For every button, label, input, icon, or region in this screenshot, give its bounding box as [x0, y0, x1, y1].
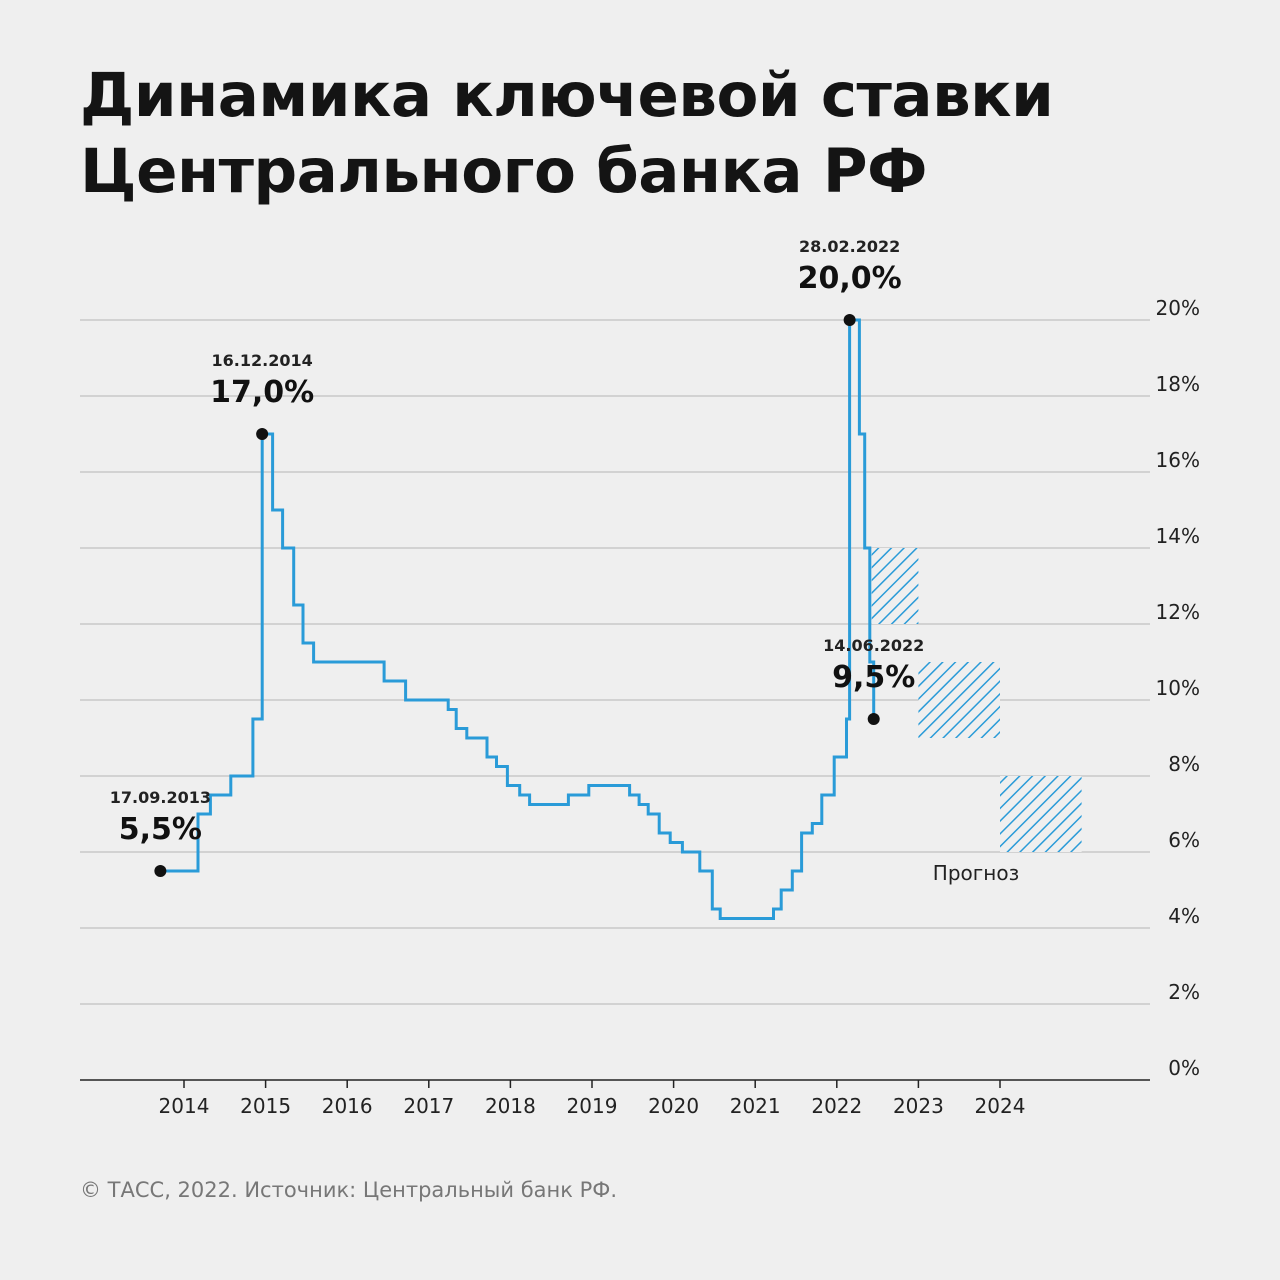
y-tick-label: 0% [1168, 1056, 1200, 1080]
chart-title-line-1: Динамика ключевой ставки [80, 60, 1054, 131]
x-tick-label: 2015 [240, 1094, 291, 1118]
chart-title-line-2: Центрального банка РФ [80, 136, 928, 207]
x-tick-label: 2021 [730, 1094, 781, 1118]
annotation-dot [843, 314, 856, 326]
x-tick-label: 2016 [322, 1094, 373, 1118]
annotation-dot [154, 865, 167, 877]
gridlines [80, 319, 1150, 1081]
forecast-range-2024 [1000, 776, 1082, 852]
x-tick-label: 2018 [485, 1094, 536, 1118]
x-tick-label: 2022 [811, 1094, 862, 1118]
forecast-range-2023 [918, 662, 1000, 738]
y-tick-label: 10% [1156, 676, 1200, 700]
x-axis-ticks: 2014 2015 2016 2017 2018 2019 2020 2021 2022 2023… [159, 1080, 1026, 1118]
y-tick-label: 6% [1168, 828, 1200, 852]
y-tick-label: 16% [1156, 448, 1200, 472]
y-tick-label: 18% [1156, 372, 1200, 396]
y-tick-label: 8% [1168, 752, 1200, 776]
x-tick-label: 2019 [567, 1094, 618, 1118]
annotation-value: 17,0% [210, 375, 314, 410]
y-tick-label: 20% [1156, 296, 1200, 320]
forecast-range-2022 [871, 548, 919, 624]
annotation-date: 16.12.2014 [212, 351, 313, 370]
y-tick-label: 12% [1156, 600, 1200, 624]
annotation-value: 20,0% [798, 261, 902, 296]
annotation-dot [867, 713, 880, 725]
y-axis-ticks: 0% 2% 4% 6% 8% 10% 12% 14% 16% 18% 20% [1156, 296, 1200, 1080]
forecast-ranges [871, 548, 1082, 852]
rate-series [160, 318, 876, 920]
annotation-date: 14.06.2022 [823, 636, 924, 655]
x-tick-label: 2023 [893, 1094, 944, 1118]
chart-title: Динамика ключевой ставки Центрального ба… [80, 58, 1054, 210]
y-tick-label: 14% [1156, 524, 1200, 548]
forecast-label: Прогноз [933, 861, 1019, 885]
annotation-value: 9,5% [832, 660, 915, 695]
y-tick-label: 2% [1168, 980, 1200, 1004]
x-tick-label: 2020 [648, 1094, 699, 1118]
source-footer: © ТАСС, 2022. Источник: Центральный банк… [80, 1178, 618, 1202]
annotation-dot [256, 428, 269, 440]
x-tick-label: 2014 [159, 1094, 210, 1118]
annotations: 17.09.2013 5,5% 16.12.2014 17,0% 28.02.2022 2… [110, 237, 924, 877]
annotation-date: 17.09.2013 [110, 788, 211, 807]
y-tick-label: 4% [1168, 904, 1200, 928]
annotation-value: 5,5% [119, 812, 202, 847]
key-rate-line [160, 318, 876, 920]
x-tick-label: 2017 [403, 1094, 454, 1118]
annotation-date: 28.02.2022 [799, 237, 900, 256]
x-tick-label: 2024 [975, 1094, 1026, 1118]
